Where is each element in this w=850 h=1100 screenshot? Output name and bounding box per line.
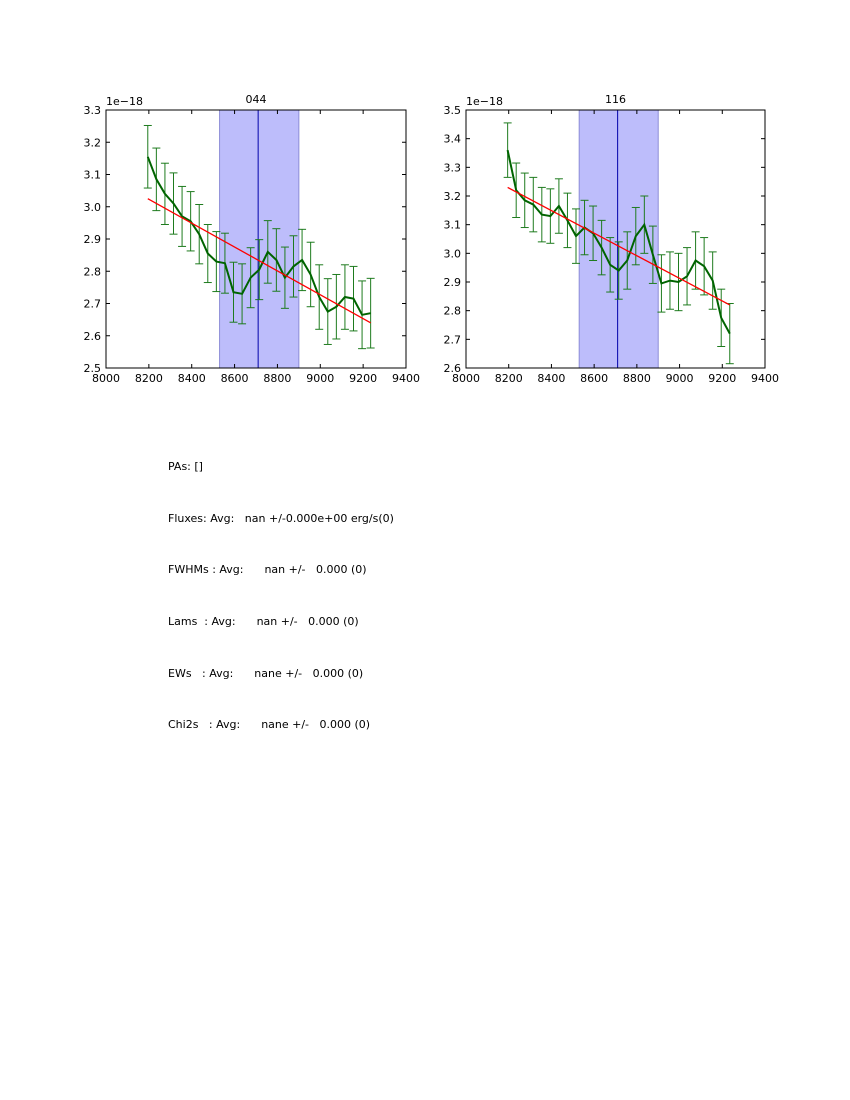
y-tick-label: 3.5 bbox=[444, 104, 462, 117]
x-tick-label: 9200 bbox=[349, 372, 377, 385]
stat-lams: Lams : Avg: nan +/- 0.000 (0) bbox=[168, 615, 359, 629]
x-tick-label: 9400 bbox=[751, 372, 779, 385]
highlight-band bbox=[578, 109, 659, 369]
y-tick-label: 2.5 bbox=[84, 362, 102, 375]
stat-fluxes: Fluxes: Avg: nan +/-0.000e+00 erg/s(0) bbox=[168, 511, 394, 525]
x-tick-label: 9000 bbox=[666, 372, 694, 385]
stat-fwhms: FWHMs : Avg: nan +/- 0.000 (0) bbox=[168, 563, 367, 577]
y-tick-label: 2.6 bbox=[444, 362, 462, 375]
plot-044: 8000 8200 8400 8600 8800 9000 9200 9400 2.5 2.6 2.… bbox=[84, 93, 421, 385]
highlight-band bbox=[219, 109, 300, 369]
stat-pas: PAs: [] bbox=[168, 460, 203, 473]
x-tick-label: 9200 bbox=[708, 372, 736, 385]
y-tick-label: 3.2 bbox=[84, 136, 102, 149]
error-bar bbox=[366, 277, 375, 349]
x-tick-label: 8200 bbox=[135, 372, 163, 385]
fit-line bbox=[507, 186, 731, 306]
stats-panel: PAs: [] Fluxes: Avg: nan +/-0.000e+00 er… bbox=[168, 432, 568, 755]
y-tick-label: 3.3 bbox=[84, 104, 102, 117]
y-tick-label: 3.2 bbox=[444, 190, 462, 203]
plot-116: 8000 8200 8400 8600 8800 9000 9200 9400 2.6 2.7 2.… bbox=[444, 93, 780, 385]
y-tick-label: 2.9 bbox=[84, 233, 102, 246]
y-tick-label: 3.3 bbox=[444, 161, 462, 174]
x-tick-label: 8400 bbox=[537, 372, 565, 385]
x-tick-label: 8800 bbox=[623, 372, 651, 385]
y-tick-label: 2.9 bbox=[444, 276, 462, 289]
y-tick-label: 3.4 bbox=[444, 133, 462, 146]
stat-chi2s: Chi2s : Avg: nane +/- 0.000 (0) bbox=[168, 718, 371, 732]
x-tick-label: 8600 bbox=[580, 372, 608, 385]
y-tick-label: 2.7 bbox=[444, 333, 462, 346]
data-series-line bbox=[146, 156, 371, 316]
stat-ews: EWs : Avg: nane +/- 0.000 (0) bbox=[168, 666, 364, 680]
x-tick-label: 8400 bbox=[178, 372, 206, 385]
x-tick-label: 9400 bbox=[392, 372, 420, 385]
plot-title: 044 bbox=[246, 93, 267, 106]
y-tick-label: 2.7 bbox=[84, 298, 102, 311]
x-tick-label: 9000 bbox=[306, 372, 334, 385]
x-tick-label: 8600 bbox=[221, 372, 249, 385]
y-tick-label: 2.8 bbox=[444, 305, 462, 318]
plot-frame bbox=[465, 109, 766, 369]
fit-line bbox=[147, 198, 371, 324]
x-tick-label: 8000 bbox=[92, 372, 120, 385]
y-tick-label: 3.1 bbox=[84, 169, 102, 182]
y-tick-label: 3.1 bbox=[444, 219, 462, 232]
y-tick-label: 2.6 bbox=[84, 330, 102, 343]
figure: 8000 8200 8400 8600 8800 9000 9200 9400 2.5 2.6 2.… bbox=[84, 93, 780, 385]
y-tick-label: 2.8 bbox=[84, 265, 102, 278]
x-tick-label: 8800 bbox=[263, 372, 291, 385]
error-bar bbox=[143, 124, 152, 189]
x-tick-label: 8000 bbox=[452, 372, 480, 385]
x-tick-label: 8200 bbox=[495, 372, 523, 385]
y-tick-label: 3.0 bbox=[84, 201, 102, 214]
data-series-line bbox=[506, 149, 731, 335]
plot-title: 116 bbox=[605, 93, 626, 106]
y-offset-label: 1e−18 bbox=[466, 95, 503, 108]
y-offset-label: 1e−18 bbox=[106, 95, 143, 108]
y-tick-label: 3.0 bbox=[444, 247, 462, 260]
